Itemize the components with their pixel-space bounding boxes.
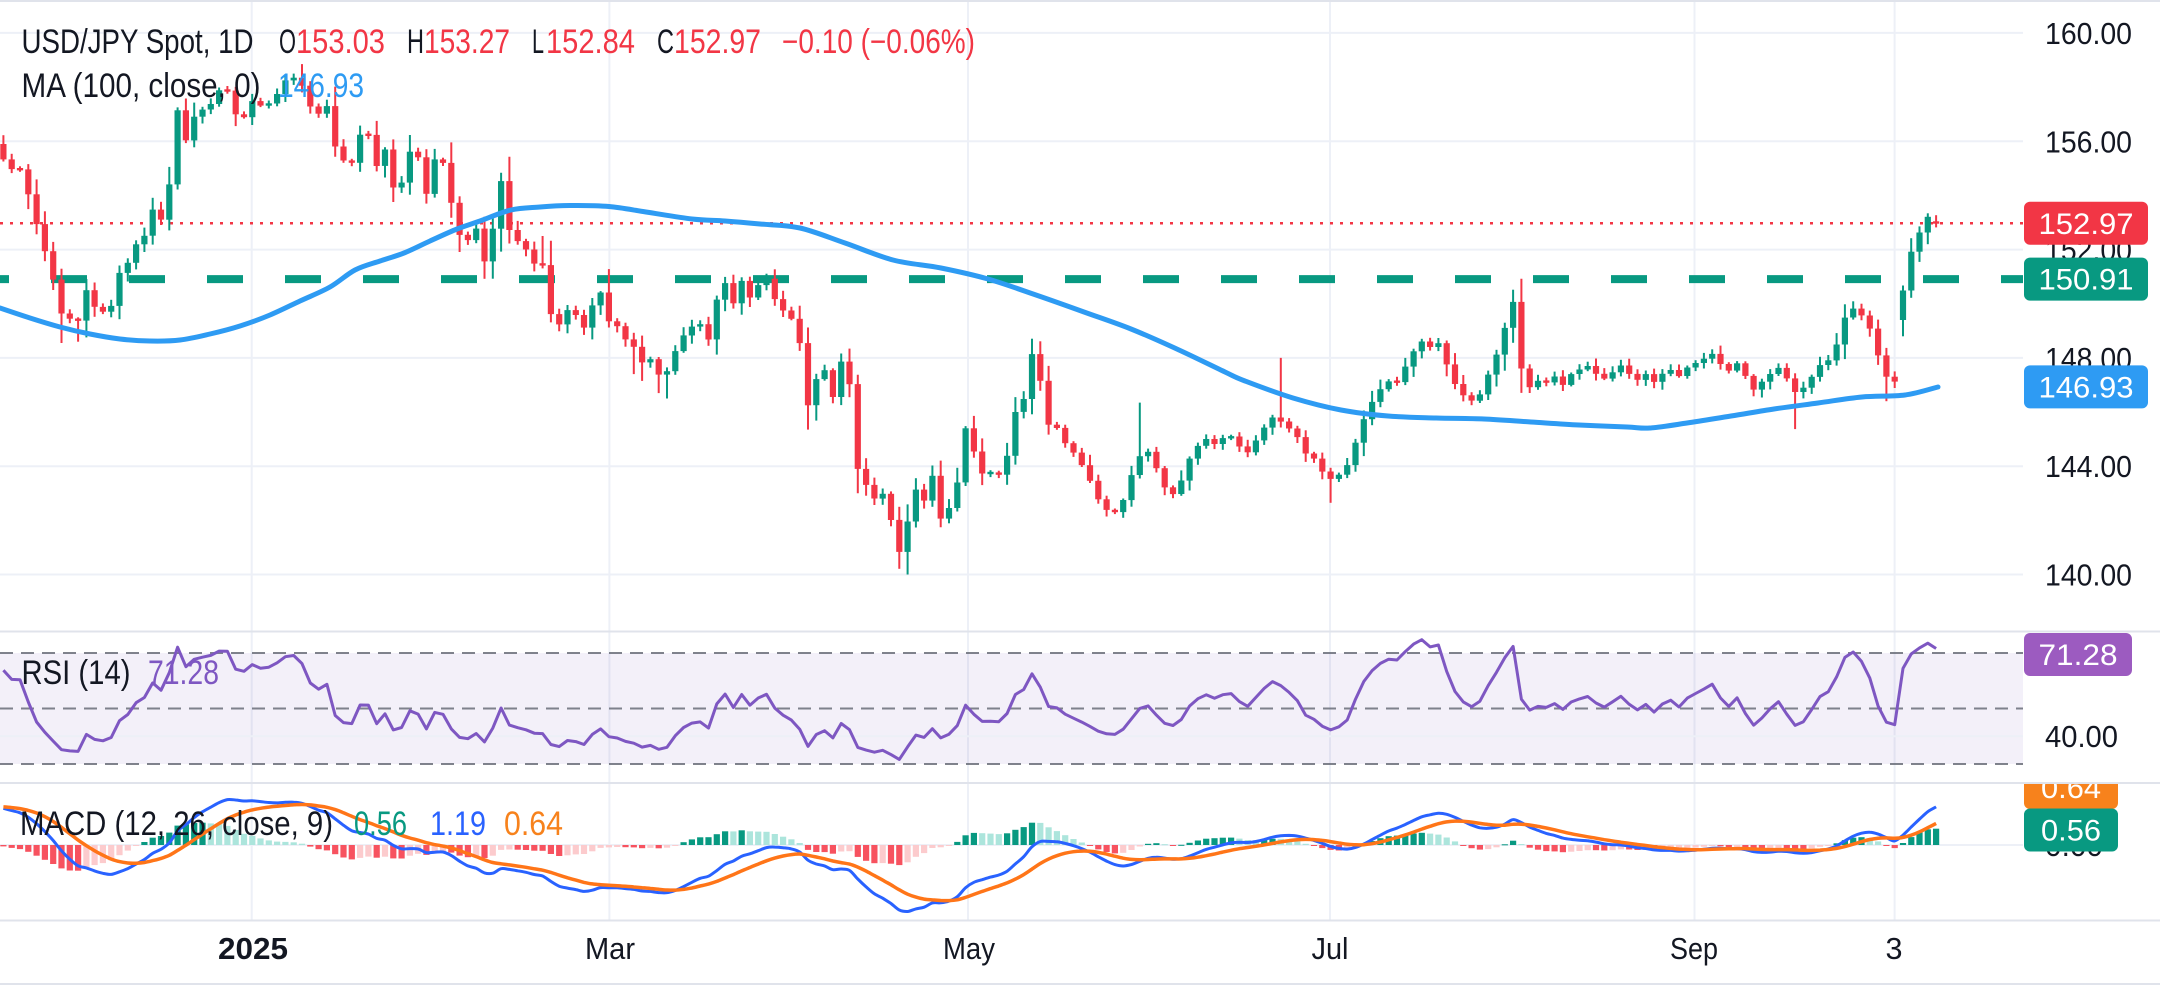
svg-text:L: L [532, 23, 544, 61]
svg-text:MA (100, close, 0): MA (100, close, 0) [22, 67, 261, 105]
svg-text:152.97: 152.97 [674, 23, 761, 61]
svg-text:USD/JPY Spot, 1D: USD/JPY Spot, 1D [22, 23, 254, 61]
svg-text:71.28: 71.28 [148, 654, 219, 692]
svg-text:Mar: Mar [585, 931, 635, 966]
svg-text:May: May [943, 931, 995, 966]
svg-text:RSI (14): RSI (14) [22, 654, 131, 692]
svg-text:146.93: 146.93 [2039, 371, 2134, 404]
svg-text:1.19: 1.19 [430, 805, 486, 843]
svg-text:160.00: 160.00 [2045, 16, 2132, 51]
svg-text:144.00: 144.00 [2045, 449, 2132, 484]
svg-text:MACD (12, 26, close, 9): MACD (12, 26, close, 9) [20, 805, 333, 843]
svg-text:O: O [279, 23, 296, 61]
svg-text:Sep: Sep [1670, 931, 1718, 966]
svg-text:152.97: 152.97 [2039, 208, 2134, 241]
svg-text:0.64: 0.64 [2041, 772, 2101, 805]
svg-text:140.00: 140.00 [2045, 558, 2132, 593]
svg-text:3: 3 [1886, 931, 1903, 966]
svg-text:−0.10 (−0.06%): −0.10 (−0.06%) [782, 23, 975, 61]
svg-text:0.64: 0.64 [504, 805, 563, 843]
svg-text:2025: 2025 [218, 931, 288, 966]
svg-text:153.27: 153.27 [424, 23, 510, 61]
svg-text:H: H [407, 23, 424, 61]
svg-text:71.28: 71.28 [2039, 639, 2118, 672]
svg-text:156.00: 156.00 [2045, 124, 2132, 159]
svg-text:146.93: 146.93 [278, 67, 364, 105]
svg-text:C: C [657, 23, 674, 61]
svg-text:Jul: Jul [1312, 931, 1349, 966]
svg-text:153.03: 153.03 [296, 23, 385, 61]
svg-text:0.56: 0.56 [354, 805, 407, 843]
svg-text:40.00: 40.00 [2045, 719, 2118, 754]
svg-text:152.84: 152.84 [546, 23, 635, 61]
svg-text:0.56: 0.56 [2041, 815, 2101, 848]
svg-text:150.91: 150.91 [2039, 264, 2134, 297]
